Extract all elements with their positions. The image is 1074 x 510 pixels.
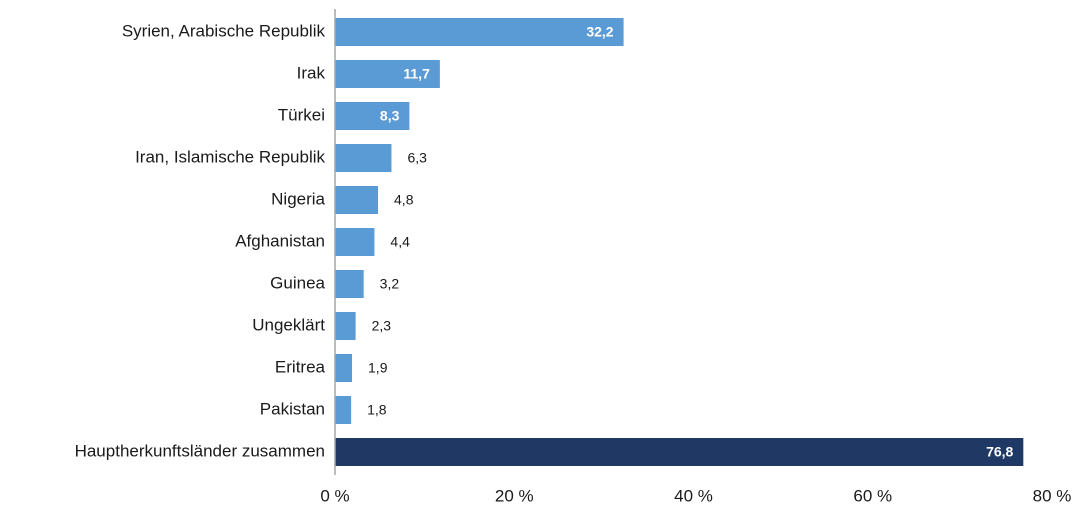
x-tick-label: 0 % xyxy=(320,486,349,505)
bar xyxy=(335,312,356,340)
data-label: 8,3 xyxy=(380,108,400,124)
data-label: 76,8 xyxy=(986,444,1013,460)
y-tick-label: Syrien, Arabische Republik xyxy=(122,21,326,40)
bar xyxy=(335,144,392,172)
bar xyxy=(335,438,1024,466)
data-label: 2,3 xyxy=(372,318,392,334)
y-tick-label: Ungeklärt xyxy=(252,315,325,334)
x-tick-label: 40 % xyxy=(674,486,713,505)
data-label: 3,2 xyxy=(380,276,400,292)
y-tick-label: Irak xyxy=(297,63,326,82)
bar xyxy=(335,60,440,88)
data-label: 4,4 xyxy=(390,234,410,250)
x-tick-label: 60 % xyxy=(853,486,892,505)
data-label: 11,7 xyxy=(403,66,430,82)
bar xyxy=(335,18,624,46)
x-tick-label: 20 % xyxy=(495,486,534,505)
bar xyxy=(335,228,375,256)
bar xyxy=(335,396,352,424)
y-tick-label: Guinea xyxy=(270,273,325,292)
data-label: 6,3 xyxy=(407,150,427,166)
y-tick-label: Hauptherkunftsländer zusammen xyxy=(75,441,325,460)
y-tick-label: Pakistan xyxy=(260,399,325,418)
y-tick-label: Afghanistan xyxy=(235,231,325,250)
y-tick-label: Iran, Islamische Republik xyxy=(135,147,325,166)
bar xyxy=(335,102,410,130)
y-tick-label: Eritrea xyxy=(275,357,326,376)
data-label: 1,8 xyxy=(367,402,387,418)
bar xyxy=(335,270,364,298)
bar xyxy=(335,354,353,382)
bar xyxy=(335,186,379,214)
data-label: 1,9 xyxy=(368,360,388,376)
data-label: 4,8 xyxy=(394,192,414,208)
y-tick-label: Nigeria xyxy=(271,189,325,208)
y-tick-label: Türkei xyxy=(278,105,325,124)
x-tick-label: 80 % xyxy=(1033,486,1072,505)
data-label: 32,2 xyxy=(586,24,613,40)
